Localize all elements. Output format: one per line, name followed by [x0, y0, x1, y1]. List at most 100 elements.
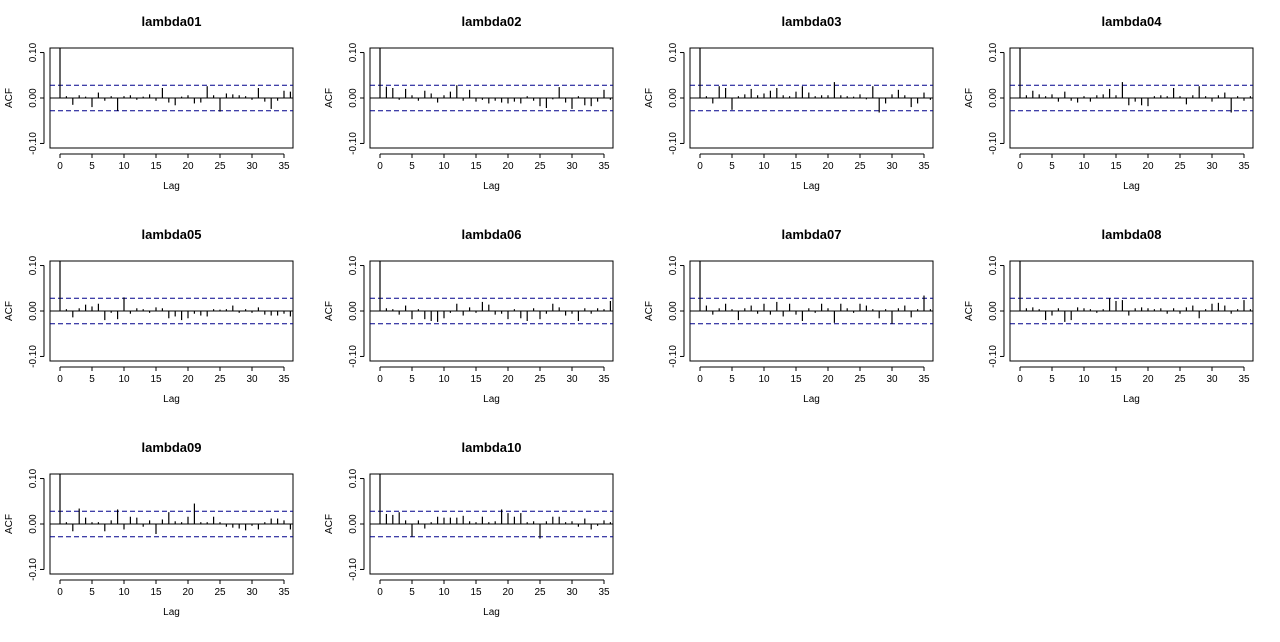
y-tick-label: -0.10 — [668, 345, 679, 368]
panel-title: lambda04 — [1102, 14, 1163, 29]
y-axis-label: ACF — [324, 301, 335, 321]
x-tick-label: 0 — [377, 374, 383, 385]
x-tick-label: 30 — [886, 374, 898, 385]
x-tick-label: 10 — [758, 374, 770, 385]
y-tick-label: -0.10 — [668, 132, 679, 155]
x-tick-label: 10 — [438, 587, 450, 598]
x-tick-label: 5 — [729, 374, 735, 385]
x-tick-label: 20 — [1142, 161, 1154, 172]
panel-title: lambda08 — [1102, 227, 1162, 242]
x-axis-label: Lag — [1123, 181, 1140, 192]
y-axis-label: ACF — [4, 88, 15, 108]
y-tick-label: -0.10 — [988, 132, 999, 155]
x-tick-label: 5 — [409, 161, 415, 172]
x-tick-label: 25 — [1174, 374, 1186, 385]
x-tick-label: 5 — [409, 374, 415, 385]
x-axis-label: Lag — [1123, 394, 1140, 405]
x-tick-label: 35 — [918, 161, 930, 172]
x-tick-label: 5 — [729, 161, 735, 172]
x-tick-label: 20 — [182, 161, 194, 172]
x-tick-label: 15 — [790, 161, 802, 172]
x-tick-label: 25 — [854, 161, 866, 172]
y-tick-label: 0.10 — [988, 42, 999, 62]
y-axis-label: ACF — [324, 514, 335, 534]
x-tick-label: 30 — [1206, 374, 1218, 385]
panel-title: lambda10 — [462, 440, 522, 455]
x-tick-label: 15 — [1110, 374, 1122, 385]
x-tick-label: 5 — [89, 587, 95, 598]
x-axis-label: Lag — [163, 607, 180, 618]
x-tick-label: 30 — [566, 374, 578, 385]
x-tick-label: 35 — [598, 374, 610, 385]
acf-panel-lambda08: lambda08 0 5 10 15 20 25 30 35 Lag 0.10 0.00 -0.10 AC… — [964, 227, 1254, 405]
x-tick-label: 30 — [246, 161, 258, 172]
y-tick-label: -0.10 — [348, 132, 359, 155]
x-tick-label: 10 — [1078, 374, 1090, 385]
x-tick-label: 10 — [118, 161, 130, 172]
x-tick-label: 25 — [214, 587, 226, 598]
y-tick-label: -0.10 — [28, 132, 39, 155]
x-tick-label: 25 — [214, 374, 226, 385]
acf-panel-lambda04: lambda04 0 5 10 15 20 25 30 35 Lag 0.10 0.00 -0.10 AC… — [964, 14, 1254, 192]
x-tick-label: 0 — [697, 374, 703, 385]
x-tick-label: 35 — [278, 161, 290, 172]
y-axis-label: ACF — [644, 301, 655, 321]
x-axis-label: Lag — [483, 394, 500, 405]
y-tick-label: 0.00 — [668, 88, 679, 108]
x-tick-label: 10 — [758, 161, 770, 172]
x-tick-label: 20 — [502, 587, 514, 598]
x-tick-label: 30 — [246, 587, 258, 598]
acf-panel-lambda06: lambda06 0 5 10 15 20 25 30 35 Lag 0.10 0.00 -0.10 AC… — [324, 227, 614, 405]
y-tick-label: -0.10 — [348, 345, 359, 368]
panel-title: lambda06 — [462, 227, 522, 242]
y-tick-label: 0.00 — [668, 301, 679, 321]
y-tick-label: 0.10 — [348, 42, 359, 62]
x-tick-label: 25 — [534, 374, 546, 385]
panel-title: lambda05 — [142, 227, 202, 242]
x-tick-label: 25 — [214, 161, 226, 172]
panel-title: lambda02 — [462, 14, 522, 29]
x-tick-label: 20 — [502, 374, 514, 385]
x-tick-label: 30 — [566, 161, 578, 172]
x-tick-label: 15 — [150, 374, 162, 385]
x-tick-label: 10 — [438, 161, 450, 172]
x-tick-label: 35 — [1238, 161, 1250, 172]
y-tick-label: 0.10 — [988, 255, 999, 275]
x-axis-label: Lag — [163, 394, 180, 405]
y-tick-label: -0.10 — [28, 558, 39, 581]
x-axis-label: Lag — [483, 181, 500, 192]
x-axis-label: Lag — [803, 181, 820, 192]
y-tick-label: -0.10 — [988, 345, 999, 368]
acf-panel-lambda09: lambda09 0 5 10 15 20 25 30 35 Lag 0.10 0.00 -0.10 AC… — [4, 440, 294, 618]
acf-panel-lambda03: lambda03 0 5 10 15 20 25 30 35 Lag 0.10 0.00 -0.10 AC… — [644, 14, 934, 192]
y-tick-label: -0.10 — [28, 345, 39, 368]
x-tick-label: 0 — [1017, 374, 1023, 385]
y-tick-label: 0.10 — [28, 468, 39, 488]
y-axis-label: ACF — [644, 88, 655, 108]
x-tick-label: 0 — [57, 161, 63, 172]
x-tick-label: 25 — [534, 161, 546, 172]
x-tick-label: 35 — [598, 587, 610, 598]
y-tick-label: 0.10 — [28, 255, 39, 275]
x-tick-label: 5 — [409, 587, 415, 598]
x-tick-label: 25 — [534, 587, 546, 598]
x-tick-label: 5 — [1049, 161, 1055, 172]
x-tick-label: 0 — [377, 587, 383, 598]
x-axis-label: Lag — [803, 394, 820, 405]
x-tick-label: 30 — [566, 587, 578, 598]
y-axis-label: ACF — [324, 88, 335, 108]
x-tick-label: 5 — [89, 374, 95, 385]
x-tick-label: 35 — [598, 161, 610, 172]
y-tick-label: 0.00 — [988, 88, 999, 108]
x-tick-label: 10 — [438, 374, 450, 385]
x-tick-label: 20 — [502, 161, 514, 172]
y-tick-label: 0.00 — [348, 301, 359, 321]
x-tick-label: 5 — [89, 161, 95, 172]
x-tick-label: 5 — [1049, 374, 1055, 385]
x-tick-label: 15 — [470, 374, 482, 385]
x-tick-label: 0 — [57, 374, 63, 385]
x-tick-label: 0 — [377, 161, 383, 172]
x-tick-label: 20 — [822, 374, 834, 385]
